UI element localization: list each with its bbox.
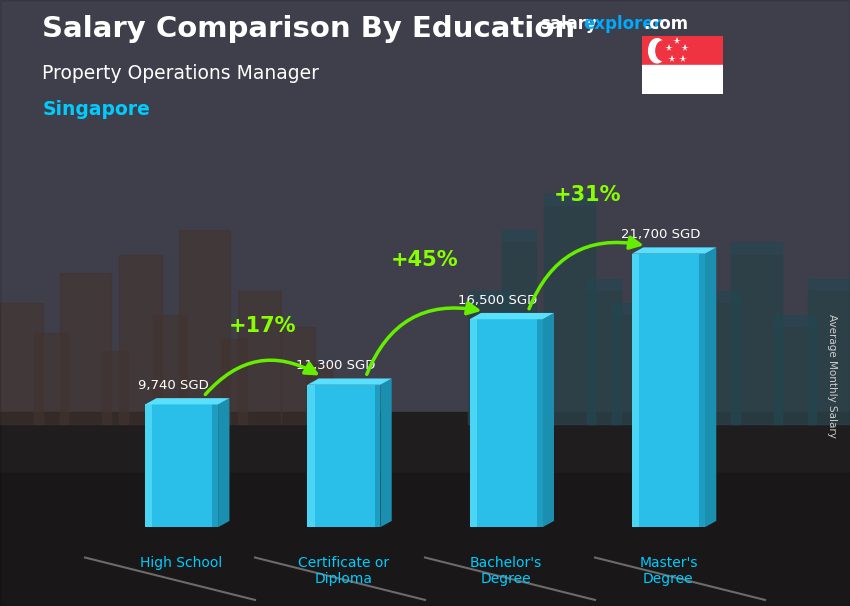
Bar bbox=[60, 273, 110, 424]
Bar bbox=[612, 303, 654, 424]
Text: salary: salary bbox=[540, 15, 597, 33]
Bar bbox=[642, 36, 722, 65]
Text: +17%: +17% bbox=[229, 316, 297, 336]
Bar bbox=[34, 333, 68, 424]
Polygon shape bbox=[469, 319, 542, 527]
Polygon shape bbox=[469, 319, 477, 527]
Polygon shape bbox=[537, 319, 542, 527]
Bar bbox=[178, 230, 230, 424]
Text: +31%: +31% bbox=[553, 185, 621, 205]
Text: Master's
Degree: Master's Degree bbox=[639, 556, 698, 586]
Text: +45%: +45% bbox=[391, 250, 459, 270]
Bar bbox=[672, 327, 714, 424]
Circle shape bbox=[656, 41, 670, 61]
Polygon shape bbox=[632, 254, 639, 527]
Bar bbox=[502, 242, 536, 424]
Bar bbox=[221, 339, 246, 424]
Bar bbox=[468, 303, 510, 424]
Polygon shape bbox=[542, 313, 554, 527]
Bar bbox=[280, 327, 314, 424]
Bar bbox=[544, 206, 595, 424]
Bar bbox=[586, 291, 620, 424]
Polygon shape bbox=[469, 313, 554, 319]
Bar bbox=[238, 291, 280, 424]
Polygon shape bbox=[308, 385, 380, 527]
Polygon shape bbox=[145, 404, 152, 527]
Bar bbox=[672, 339, 714, 424]
Bar bbox=[586, 279, 620, 424]
Bar bbox=[731, 255, 782, 424]
Polygon shape bbox=[308, 385, 314, 527]
Bar bbox=[0, 473, 850, 606]
Text: Certificate or
Diploma: Certificate or Diploma bbox=[298, 556, 389, 586]
Text: Average Monthly Salary: Average Monthly Salary bbox=[827, 314, 837, 438]
Bar bbox=[731, 242, 782, 424]
Polygon shape bbox=[375, 385, 380, 527]
Text: 16,500 SGD: 16,500 SGD bbox=[458, 294, 538, 307]
Bar bbox=[502, 230, 536, 424]
Bar bbox=[153, 315, 187, 424]
Polygon shape bbox=[218, 398, 230, 527]
Polygon shape bbox=[632, 254, 705, 527]
Bar bbox=[646, 255, 680, 424]
Text: explorer: explorer bbox=[583, 15, 662, 33]
Bar bbox=[0, 303, 42, 424]
Bar bbox=[774, 315, 816, 424]
Bar bbox=[527, 333, 552, 424]
Polygon shape bbox=[212, 404, 218, 527]
Text: Bachelor's
Degree: Bachelor's Degree bbox=[470, 556, 542, 586]
Polygon shape bbox=[705, 247, 717, 527]
Polygon shape bbox=[632, 247, 717, 254]
Bar bbox=[0, 0, 850, 412]
Bar bbox=[102, 351, 128, 424]
Bar bbox=[646, 267, 680, 424]
Bar bbox=[0, 412, 850, 606]
Polygon shape bbox=[699, 254, 705, 527]
Bar bbox=[808, 279, 850, 424]
Polygon shape bbox=[145, 404, 218, 527]
Bar bbox=[119, 255, 162, 424]
Bar bbox=[612, 315, 654, 424]
Polygon shape bbox=[145, 398, 230, 404]
Bar bbox=[468, 291, 510, 424]
Text: Singapore: Singapore bbox=[42, 100, 150, 119]
Bar bbox=[808, 291, 850, 424]
Text: .com: .com bbox=[643, 15, 689, 33]
Circle shape bbox=[649, 39, 666, 63]
Text: 21,700 SGD: 21,700 SGD bbox=[620, 228, 700, 241]
Bar bbox=[306, 364, 332, 424]
Bar bbox=[544, 194, 595, 424]
Text: Salary Comparison By Education: Salary Comparison By Education bbox=[42, 15, 575, 43]
Text: Property Operations Manager: Property Operations Manager bbox=[42, 64, 320, 82]
Bar bbox=[642, 65, 722, 94]
Bar bbox=[527, 327, 552, 424]
Text: 9,740 SGD: 9,740 SGD bbox=[138, 379, 209, 392]
Polygon shape bbox=[380, 379, 392, 527]
Bar bbox=[774, 327, 816, 424]
Text: 11,300 SGD: 11,300 SGD bbox=[296, 359, 376, 372]
Bar bbox=[706, 303, 740, 424]
Text: High School: High School bbox=[140, 556, 223, 570]
Bar bbox=[706, 291, 740, 424]
Polygon shape bbox=[308, 379, 392, 385]
